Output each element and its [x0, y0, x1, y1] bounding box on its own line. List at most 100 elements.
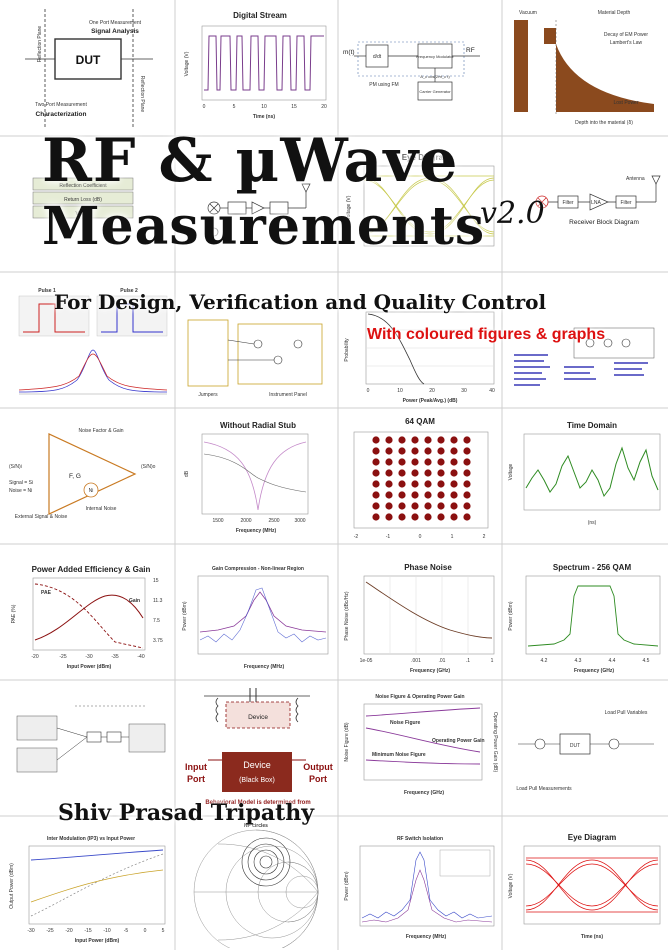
phase-noise-xtick-5: 1 [491, 658, 494, 664]
qam64-point [450, 436, 458, 444]
pulse-1-label: Pulse 1 [38, 288, 56, 294]
black-box-input2: Port [187, 774, 205, 784]
dut-top-label2: Signal Analysis [91, 28, 139, 35]
black-box-output: Output [303, 762, 333, 772]
instrument-jumpers-label: Jumpers [198, 392, 218, 398]
phase-noise-xtick-3: .01 [439, 658, 446, 664]
pae-ytick-r1: 11.3 [153, 598, 163, 604]
qam64-point [450, 469, 458, 477]
dut-bottom-label: Two Port Measurement [35, 102, 87, 108]
qam64-points [372, 436, 471, 521]
ip3-chart: Inter Modulation (IP3) vs Input Power Ou… [9, 836, 166, 944]
qam64-point [437, 491, 445, 499]
reflection-table: Reflection Coefficient Return Loss (dB) … [32, 177, 134, 219]
spectrum-xlabel: Frequency (GHz) [574, 668, 614, 674]
qam64-point [411, 502, 419, 510]
em-material-label: Material Depth [598, 10, 631, 16]
qam64-point [424, 480, 432, 488]
qam64-point [424, 458, 432, 466]
book-version: v2.0 [480, 196, 545, 231]
digital-stream-xlabel: Time (ns) [253, 114, 275, 120]
qam64-point [424, 513, 432, 521]
mod-integrator-label: d/dt [373, 54, 382, 60]
ip3-ylabel: Output Power (dBm) [9, 863, 15, 909]
digital-stream-chart: Digital Stream Voltage (V) 0 5 10 15 20 … [184, 11, 327, 120]
pulse-2-label: Pulse 2 [120, 288, 138, 294]
qam64-point [411, 447, 419, 455]
noise-noise-label: Noise = Ni [9, 488, 32, 494]
qam64-point [411, 458, 419, 466]
noise-fig-ylabel2: Operating Power Gain (dB) [492, 712, 498, 773]
qam64-point [450, 447, 458, 455]
eye-bottom-title: Eye Diagram [568, 833, 616, 842]
qam64-point [372, 436, 380, 444]
em-decay-label: Decay of EM Power [604, 32, 649, 38]
book-tagline: With coloured figures & graphs [367, 326, 606, 343]
ip3-title: Inter Modulation (IP3) vs Input Power [47, 836, 135, 842]
pae-xtick-2: -30 [85, 654, 92, 660]
ip3-xlabel: Input Power (dBm) [75, 938, 120, 944]
dut-diagram: DUT One Port Measurement Signal Analysis… [25, 9, 153, 129]
ip3-xtick-5: -5 [124, 928, 129, 934]
ip3-xtick-1: -25 [46, 928, 53, 934]
mod-input-label: m(t) [343, 49, 355, 56]
black-box-input: Input [185, 762, 207, 772]
qam64-point [463, 458, 471, 466]
phase-noise-chart: Phase Noise Phase Noise (dBc/Hz) 1e-05 .… [344, 563, 495, 674]
pae-ylabel: PAE (%) [11, 604, 17, 623]
qam64-point [385, 436, 393, 444]
qam64-point [424, 469, 432, 477]
qam64-point [411, 513, 419, 521]
book-author: Shiv Prasad Tripathy [58, 800, 315, 826]
qam64-point [463, 502, 471, 510]
transmitter-block-diagram [207, 183, 311, 237]
noise-fig-ylabel: Noise Figure (dB) [344, 722, 350, 762]
phase-noise-title: Phase Noise [404, 563, 452, 572]
ccdf-ylabel: Probability [344, 338, 350, 362]
em-law-label: Lambert's Law [610, 40, 643, 46]
qam64-point [372, 458, 380, 466]
spectrum-xtick-1: 4.3 [575, 658, 582, 664]
em-vacuum-label: Vacuum [519, 10, 537, 16]
qam64-point [398, 491, 406, 499]
spectrum-xtick-2: 4.4 [609, 658, 616, 664]
instrument-panel-diagram: Instrument Panel Jumpers [187, 319, 323, 398]
qam64-title: 64 QAM [405, 417, 435, 426]
qam64-xtick-3: 1 [451, 534, 454, 540]
mod-carrier-label: Carrier Generator [419, 89, 451, 94]
qam64-point [372, 502, 380, 510]
time-domain-chart: Time Domain Voltage (ns) [508, 421, 661, 526]
qam64-point [385, 491, 393, 499]
eye-bottom-ylabel: Voltage (V) [508, 873, 514, 898]
reflection-row-0: Reflection Coefficient [59, 183, 107, 189]
ip3-xtick-2: -20 [65, 928, 72, 934]
pae-xtick-0: -20 [31, 654, 38, 660]
qam64-point [450, 491, 458, 499]
component-list-diagram [514, 327, 655, 386]
qam64-point [424, 436, 432, 444]
eye-bottom-xlabel: Time (ns) [581, 934, 603, 940]
spectrum-xtick-0: 4.2 [541, 658, 548, 664]
qam64-point [411, 436, 419, 444]
noise-fg-label: F, G [69, 473, 81, 480]
qam64-point [398, 469, 406, 477]
qam64-point [385, 502, 393, 510]
phase-noise-xtick-4: .1 [466, 658, 470, 664]
dut-left-label: Reflection Plane [37, 26, 43, 63]
phase-noise-xlabel: Frequency (GHz) [410, 668, 450, 674]
receiver-lna: LNA [591, 200, 601, 206]
pae-xlabel: Input Power (dBm) [67, 664, 112, 670]
spectrum-xtick-3: 4.5 [643, 658, 650, 664]
qam64-point [437, 458, 445, 466]
pae-gain-chart: Power Added Efficiency & Gain PAE Gain P… [11, 565, 163, 670]
gain-compression-chart: Gain Compression - Non-linear Region Pow… [182, 566, 329, 670]
radial-stub-xtick-2: 2500 [268, 518, 279, 524]
phase-noise-ylabel: Phase Noise (dBc/Hz) [344, 591, 350, 641]
ccdf-xtick-2: 10 [397, 388, 403, 394]
nf-circles-smith-chart: NF circles [193, 823, 319, 948]
eye-top-ylabel: Voltage (V) [346, 195, 352, 220]
qam64-point [437, 513, 445, 521]
qam64-point [385, 469, 393, 477]
qam64-point [463, 480, 471, 488]
qam64-point [372, 469, 380, 477]
